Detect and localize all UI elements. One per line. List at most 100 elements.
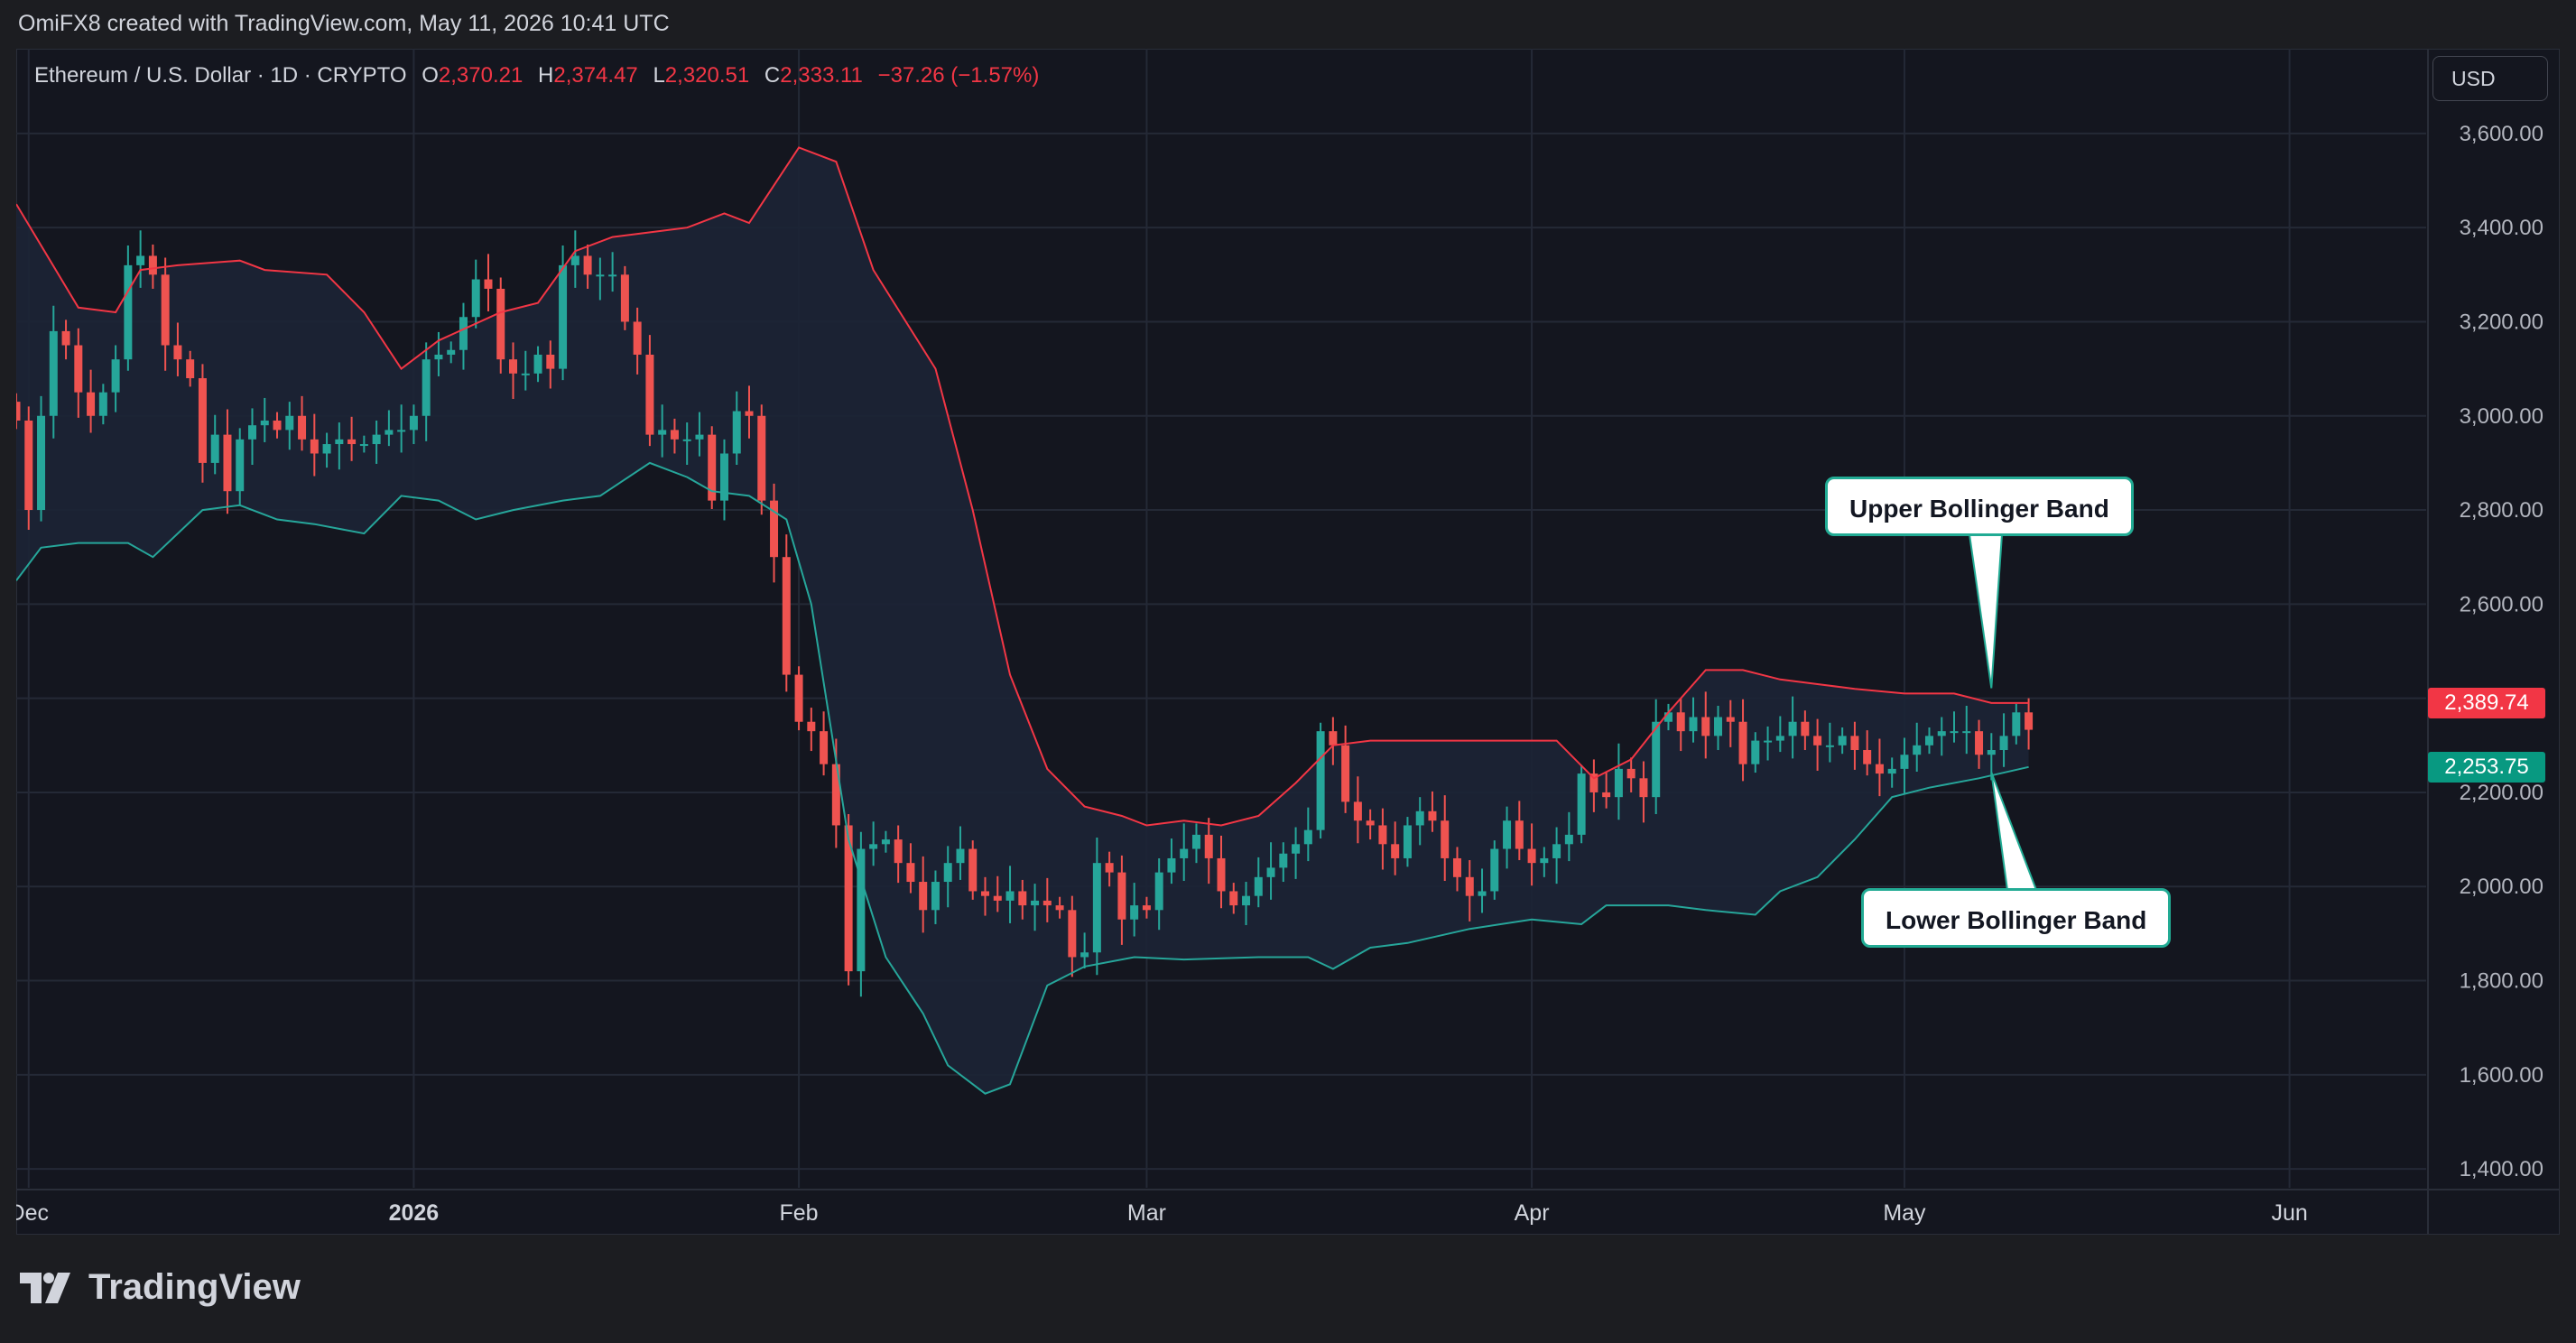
candle-body — [1465, 876, 1474, 896]
candle-body — [1242, 895, 1251, 906]
candle-body — [1564, 834, 1573, 845]
tradingview-logo-text: TradingView — [88, 1267, 301, 1307]
candle-body — [1441, 820, 1450, 858]
high-value: 2,374.47 — [553, 63, 638, 88]
candle-body — [670, 430, 679, 440]
x-tick-label: May — [1883, 1200, 1926, 1226]
upper-band-callout: Upper Bollinger Band — [1825, 477, 2134, 536]
candle-body — [2025, 712, 2034, 730]
candle-body — [695, 434, 704, 440]
ohlc-legend: Ethereum / U.S. Dollar · 1D · CRYPTO O2,… — [34, 63, 1039, 88]
candle-body — [509, 359, 518, 374]
candle-body — [1726, 717, 1735, 722]
candle-body — [1801, 721, 1810, 736]
candle-body — [1478, 891, 1487, 896]
candle-body — [1987, 750, 1996, 755]
chart-area[interactable] — [16, 49, 2560, 1235]
candle-body — [1937, 731, 1946, 736]
price-chart[interactable]: 3,600.00 3,400.00 3,200.00 3,000.00 2,800.00… — [16, 49, 2560, 1235]
candle-body — [1602, 792, 1611, 798]
candle-body — [1515, 820, 1524, 849]
candle-body — [906, 863, 915, 883]
y-tick-label: 1,400.00 — [2460, 1157, 2544, 1181]
open-label: O — [422, 63, 439, 88]
candle-body — [397, 430, 406, 432]
candle-body — [298, 415, 307, 440]
candle-body — [1191, 834, 1200, 849]
symbol-label[interactable]: Ethereum / U.S. Dollar · 1D · CRYPTO — [34, 63, 407, 88]
candle-body — [869, 844, 878, 849]
candle-body — [1577, 773, 1586, 835]
open-value: 2,370.21 — [438, 63, 524, 88]
candle-body — [1204, 834, 1213, 858]
candle-body — [993, 895, 1002, 901]
candle-body — [956, 848, 965, 864]
currency-button[interactable]: USD — [2432, 56, 2548, 101]
y-tick-label: 2,600.00 — [2460, 592, 2544, 616]
candle-body — [1018, 891, 1027, 906]
tradingview-logo[interactable]: TradingView — [20, 1267, 301, 1308]
change-value: −37.26 (−1.57%) — [877, 63, 1040, 88]
candle-body — [1142, 905, 1151, 911]
candle-body — [1825, 745, 1834, 747]
candle-body — [496, 288, 505, 360]
candle-body — [24, 420, 33, 511]
candle-body — [1005, 891, 1015, 901]
candle-body — [1850, 736, 1859, 751]
bollinger-band-fill — [16, 147, 2029, 1094]
candle-body — [372, 434, 381, 445]
candle-body — [1378, 825, 1387, 845]
candle-body — [1788, 721, 1797, 736]
lower-bollinger-line — [16, 461, 2029, 1095]
grid-lines — [16, 49, 2426, 1188]
lower-band-callout: Lower Bollinger Band — [1861, 888, 2172, 948]
x-tick-label: 2026 — [389, 1200, 440, 1226]
candle-body — [1663, 712, 1673, 722]
x-tick-label: Jun — [2271, 1200, 2307, 1226]
candle-body — [1875, 764, 1884, 774]
candle-body — [49, 330, 58, 416]
candle-body — [1975, 731, 1984, 755]
candle-body — [1217, 857, 1226, 892]
candle-body — [273, 420, 282, 431]
candle-body — [2012, 712, 2021, 736]
candle-body — [1540, 857, 1549, 864]
candle-body — [943, 863, 952, 883]
candle-body — [1639, 778, 1648, 798]
close-label: C — [764, 63, 781, 88]
candle-body — [260, 420, 269, 426]
candle-body — [1167, 857, 1176, 873]
upper-bollinger-line — [16, 146, 2029, 827]
candle-body — [546, 354, 555, 369]
candle-body — [1962, 731, 1971, 734]
high-label: H — [538, 63, 554, 88]
y-tick-label: 3,600.00 — [2460, 122, 2544, 146]
candle-body — [310, 439, 319, 454]
candle-body — [471, 279, 480, 318]
candle-body — [770, 500, 779, 558]
candle-body — [335, 439, 344, 445]
candle-body — [1999, 736, 2008, 751]
candle-body — [521, 373, 530, 375]
candle-body — [1031, 900, 1040, 906]
candle-body — [1329, 731, 1338, 746]
candle-body — [1180, 848, 1189, 858]
candle-body — [1105, 863, 1114, 873]
candle-body — [459, 317, 468, 350]
y-tick-label: 3,200.00 — [2460, 310, 2544, 334]
candle-body — [136, 255, 145, 265]
candle-body — [570, 255, 579, 265]
candle-body — [608, 274, 617, 277]
candle-body — [1391, 844, 1400, 858]
candle-body — [820, 731, 829, 764]
candle-body — [1614, 768, 1623, 798]
candle-body — [708, 434, 717, 501]
candle-body — [857, 848, 866, 972]
candle-body — [484, 279, 493, 289]
candle-body — [247, 425, 256, 440]
close-value: 2,333.11 — [780, 63, 863, 88]
candle-body — [1068, 910, 1077, 958]
candle-body — [1689, 717, 1698, 732]
y-tick-label: 2,200.00 — [2460, 781, 2544, 805]
candle-body — [1292, 844, 1301, 854]
